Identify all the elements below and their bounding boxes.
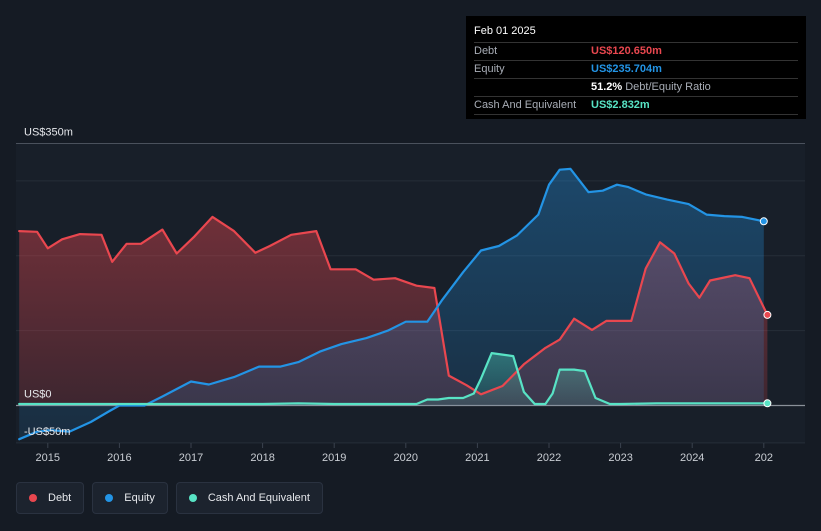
legend-label-debt: Debt <box>48 492 72 504</box>
legend-item-cash[interactable]: Cash And Equivalent <box>175 482 323 514</box>
line-debt <box>18 215 769 396</box>
y-tick-label-1: US$0 <box>24 389 52 401</box>
x-tick-label-6: 2021 <box>465 452 489 464</box>
end-marker-cash-and-equivalent <box>763 399 772 408</box>
y-tick-label-0: US$350m <box>24 126 73 138</box>
tooltip-label-cash: Cash And Equivalent <box>474 99 577 111</box>
tooltip-value-cash: US$2.832m <box>591 99 650 111</box>
tooltip-row-equity: Equity US$235.704m <box>474 61 798 79</box>
line-equity <box>18 167 765 441</box>
x-tick-label-8: 2023 <box>608 452 632 464</box>
tooltip-value-equity: US$235.704m <box>591 63 662 75</box>
x-tick-label-0: 2015 <box>36 452 60 464</box>
tooltip-value-ratio: 51.2% <box>591 81 623 93</box>
x-tick-label-1: 2016 <box>107 452 131 464</box>
line-cash-and-equivalent <box>18 352 769 406</box>
x-tick-label-3: 2018 <box>250 452 274 464</box>
y-tick-label-2: -US$50m <box>24 426 70 438</box>
legend-dot-cash <box>188 494 197 502</box>
legend-dot-equity <box>105 494 114 502</box>
tooltip-row-debt: Debt US$120.650m <box>474 43 798 61</box>
tooltip-date: Feb 01 2025 <box>474 22 798 43</box>
area-cash-and-equivalent <box>19 353 768 406</box>
x-tick-label-5: 2020 <box>394 452 418 464</box>
x-tick-label-7: 2022 <box>537 452 561 464</box>
legend-item-debt[interactable]: Debt <box>16 482 85 514</box>
tooltip-value-debt: US$120.650m <box>591 45 662 57</box>
x-tick-label-4: 2019 <box>322 452 346 464</box>
tooltip-panel: Feb 01 2025 Debt US$120.650m Equity US$2… <box>466 16 806 119</box>
x-tick-label-10: 202 <box>755 452 773 464</box>
tooltip-row-ratio: 51.2% Debt/Equity Ratio <box>474 79 798 97</box>
legend-dot-debt <box>29 494 37 502</box>
x-tick-label-2: 2017 <box>179 452 203 464</box>
legend-label-cash: Cash And Equivalent <box>207 492 310 504</box>
legend-item-equity[interactable]: Equity <box>92 482 168 514</box>
x-tick-label-9: 2024 <box>680 452 704 464</box>
end-marker-debt <box>763 310 772 319</box>
tooltip-ratio-label: Debt/Equity Ratio <box>625 81 711 93</box>
chart-legend: Debt Equity Cash And Equivalent <box>16 482 323 514</box>
tooltip-label-ratio <box>474 79 591 96</box>
tooltip-label-equity: Equity <box>474 63 505 75</box>
legend-label-equity: Equity <box>124 492 155 504</box>
end-marker-equity <box>759 217 768 226</box>
tooltip-label-debt: Debt <box>474 45 498 57</box>
tooltip-row-cash: Cash And Equivalent US$2.832m <box>474 97 798 115</box>
